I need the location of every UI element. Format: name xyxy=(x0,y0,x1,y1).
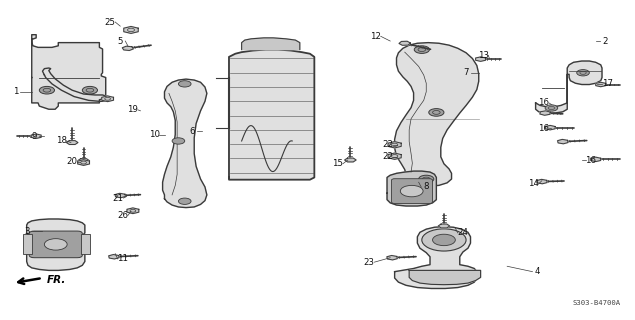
Text: 16: 16 xyxy=(538,124,549,133)
Polygon shape xyxy=(78,159,90,163)
FancyBboxPatch shape xyxy=(29,231,83,258)
Text: 16: 16 xyxy=(538,99,549,108)
Text: 26: 26 xyxy=(117,211,128,220)
Polygon shape xyxy=(242,38,300,50)
Polygon shape xyxy=(399,41,410,45)
Polygon shape xyxy=(27,219,85,270)
Circle shape xyxy=(400,185,423,197)
Text: 11: 11 xyxy=(117,254,128,263)
Circle shape xyxy=(178,81,191,87)
Text: 25: 25 xyxy=(105,18,116,27)
Polygon shape xyxy=(591,157,601,162)
Circle shape xyxy=(414,46,429,53)
Text: 22: 22 xyxy=(383,152,394,161)
Polygon shape xyxy=(124,27,138,33)
Text: 24: 24 xyxy=(457,228,469,237)
Polygon shape xyxy=(67,140,78,144)
Circle shape xyxy=(83,86,98,94)
FancyBboxPatch shape xyxy=(391,179,432,204)
Polygon shape xyxy=(32,35,105,109)
Polygon shape xyxy=(394,227,477,288)
Circle shape xyxy=(545,105,558,111)
Text: 20: 20 xyxy=(67,157,77,166)
Text: 15: 15 xyxy=(332,159,344,168)
Circle shape xyxy=(422,229,466,251)
Circle shape xyxy=(429,108,444,116)
Polygon shape xyxy=(387,255,398,260)
Polygon shape xyxy=(123,46,133,51)
Text: 18: 18 xyxy=(56,136,67,146)
Text: 5: 5 xyxy=(117,36,123,45)
Polygon shape xyxy=(43,68,107,101)
Circle shape xyxy=(172,138,185,144)
Text: 14: 14 xyxy=(528,179,539,188)
Polygon shape xyxy=(77,160,90,165)
Text: 13: 13 xyxy=(478,51,489,60)
Circle shape xyxy=(432,234,455,246)
Text: 23: 23 xyxy=(364,258,375,267)
FancyBboxPatch shape xyxy=(23,234,32,254)
Text: 3: 3 xyxy=(24,227,29,236)
Polygon shape xyxy=(476,57,486,61)
Text: 9: 9 xyxy=(32,132,37,141)
Polygon shape xyxy=(163,79,207,208)
Text: 12: 12 xyxy=(370,32,381,41)
FancyBboxPatch shape xyxy=(81,234,90,254)
Circle shape xyxy=(39,86,55,94)
Text: 19: 19 xyxy=(128,105,138,114)
Polygon shape xyxy=(388,153,401,159)
Polygon shape xyxy=(229,50,314,180)
Text: 16: 16 xyxy=(585,156,596,164)
Polygon shape xyxy=(535,61,602,113)
Text: 22: 22 xyxy=(383,140,394,149)
Polygon shape xyxy=(394,43,479,186)
Polygon shape xyxy=(540,111,551,115)
Text: 2: 2 xyxy=(603,36,608,45)
Text: 21: 21 xyxy=(113,194,124,203)
Circle shape xyxy=(44,239,67,250)
Circle shape xyxy=(418,175,434,183)
Polygon shape xyxy=(537,179,547,184)
Polygon shape xyxy=(388,142,401,148)
Polygon shape xyxy=(387,171,436,206)
Text: 17: 17 xyxy=(601,79,613,88)
Polygon shape xyxy=(127,208,139,214)
Text: 8: 8 xyxy=(424,182,429,191)
Polygon shape xyxy=(345,158,356,162)
Text: 4: 4 xyxy=(535,267,540,276)
Text: S303-B4700A: S303-B4700A xyxy=(573,300,621,306)
Polygon shape xyxy=(545,125,555,130)
Polygon shape xyxy=(438,224,450,228)
Text: FR.: FR. xyxy=(47,275,66,285)
Polygon shape xyxy=(409,270,481,285)
Polygon shape xyxy=(558,140,568,144)
Text: 6: 6 xyxy=(190,127,195,136)
Circle shape xyxy=(577,69,589,76)
Circle shape xyxy=(178,198,191,204)
Text: 7: 7 xyxy=(464,68,469,77)
Polygon shape xyxy=(115,193,126,198)
Text: 1: 1 xyxy=(13,87,18,96)
Text: 10: 10 xyxy=(149,130,160,139)
Polygon shape xyxy=(102,96,114,102)
Polygon shape xyxy=(109,254,119,259)
Polygon shape xyxy=(31,134,41,139)
Polygon shape xyxy=(596,82,606,87)
